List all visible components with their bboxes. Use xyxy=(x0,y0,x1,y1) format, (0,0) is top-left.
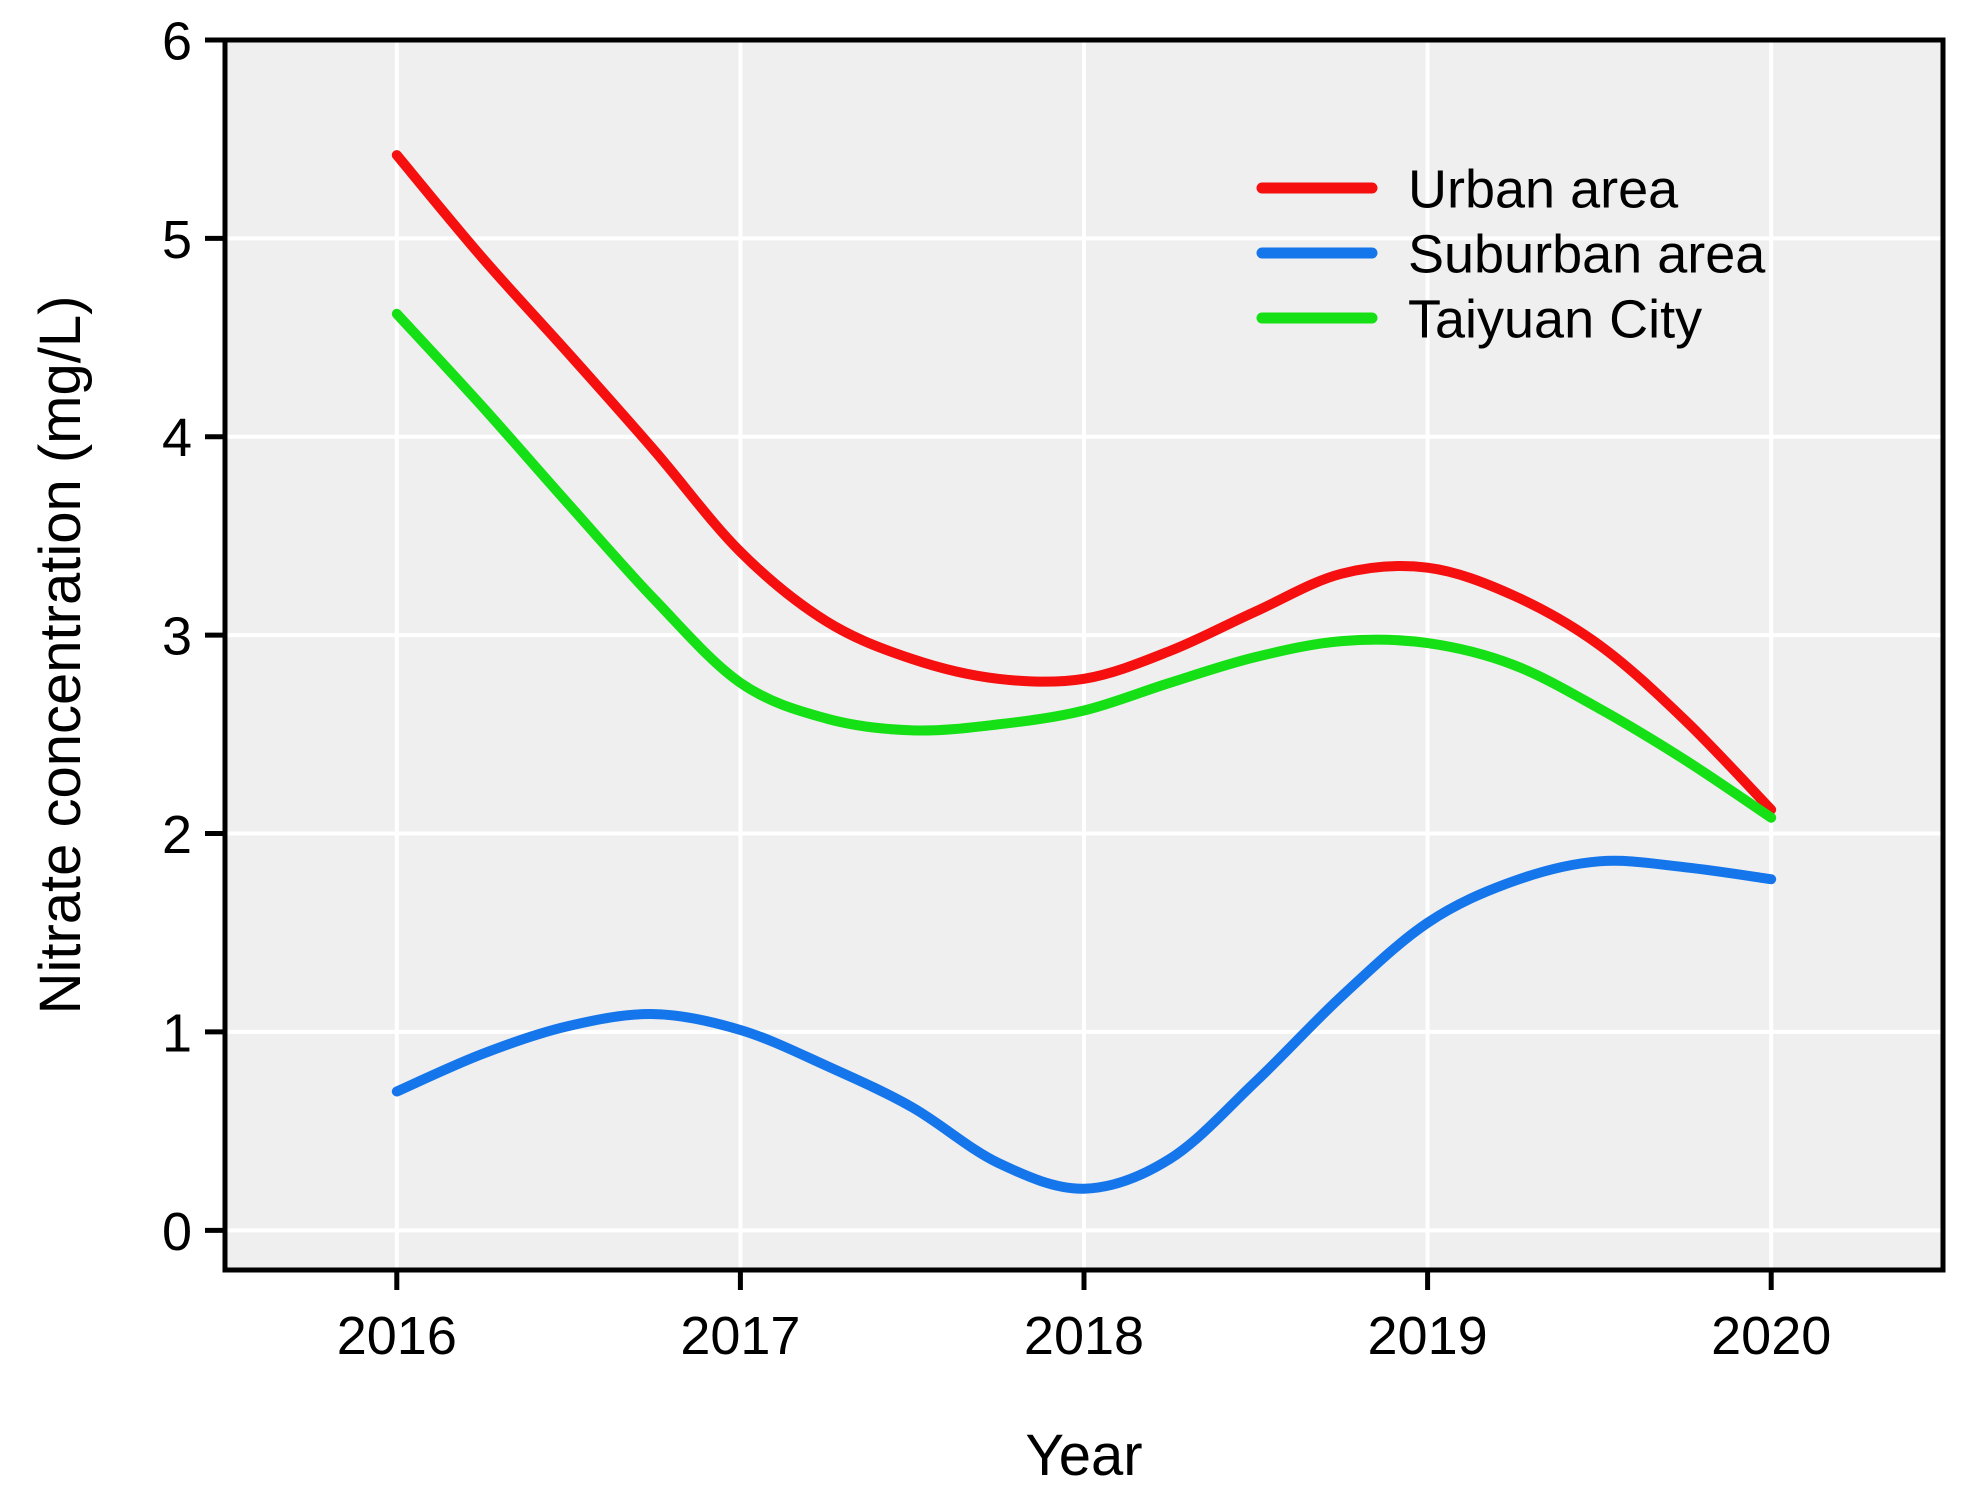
y-tick-label: 0 xyxy=(162,1202,192,1262)
curve-taiyuan-city xyxy=(391,308,1777,823)
x-axis-title: Year xyxy=(1025,1423,1142,1488)
legend-label-taiyuan-city: Taiyuan City xyxy=(1408,289,1702,349)
y-tick-label: 2 xyxy=(162,805,192,865)
curve-suburban-area xyxy=(391,855,1777,1194)
y-tick-label: 1 xyxy=(162,1003,192,1063)
gridlines xyxy=(225,38,1943,1270)
y-tick-label: 6 xyxy=(162,11,192,71)
series-curves xyxy=(391,150,1777,1194)
x-tick-label: 2020 xyxy=(1711,1306,1831,1366)
curve-urban-area xyxy=(391,150,1777,815)
y-axis-tick-labels: 0 1 2 3 4 5 6 xyxy=(162,11,192,1261)
y-axis-title: Nitrate concentration (mg/L) xyxy=(28,296,93,1015)
x-tick-label: 2018 xyxy=(1024,1306,1144,1366)
y-tick-label: 3 xyxy=(162,607,192,667)
axis-ticks xyxy=(205,37,1774,1290)
y-tick-label: 4 xyxy=(162,408,192,468)
legend-label-suburban-area: Suburban area xyxy=(1408,224,1766,284)
x-axis-tick-labels: 2016 2017 2018 2019 2020 xyxy=(337,1306,1832,1366)
legend-label-urban-area: Urban area xyxy=(1408,159,1679,219)
y-tick-label: 5 xyxy=(162,210,192,270)
x-tick-label: 2019 xyxy=(1368,1306,1488,1366)
x-tick-label: 2017 xyxy=(680,1306,800,1366)
x-tick-label: 2016 xyxy=(337,1306,457,1366)
